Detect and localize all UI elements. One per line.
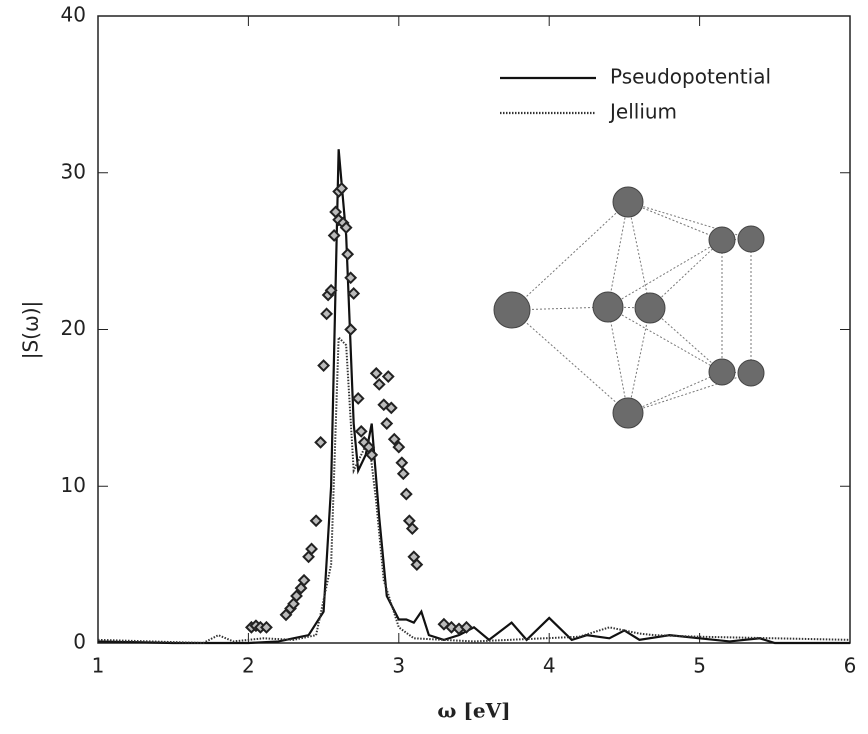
data-point — [314, 435, 328, 449]
data-point — [324, 283, 338, 297]
data-point — [460, 620, 473, 634]
y-tick-label: 30 — [61, 159, 86, 183]
series-line — [97, 149, 850, 645]
data-point — [354, 424, 368, 438]
data-point — [396, 467, 410, 481]
x-axis-label: ω [eV] — [437, 699, 510, 723]
x-tick-label: 6 — [844, 654, 857, 678]
y-axis-label: |S(ω)| — [19, 301, 43, 360]
data-point — [297, 573, 311, 587]
x-tick-label: 2 — [242, 654, 255, 678]
data-point — [380, 417, 394, 430]
data-point — [395, 456, 409, 470]
plot-frame — [97, 15, 851, 644]
cluster-atoms — [493, 186, 765, 429]
data-point — [381, 370, 395, 383]
y-tick-label: 10 — [61, 473, 86, 497]
series-line — [97, 334, 851, 645]
data-point — [399, 487, 413, 501]
data-point — [384, 401, 398, 415]
data-point — [344, 323, 358, 336]
data-point — [302, 550, 315, 564]
data-point — [372, 377, 386, 391]
data-point — [327, 229, 341, 242]
y-tick-label: 40 — [61, 3, 86, 27]
data-point — [405, 522, 419, 535]
data-point — [341, 247, 355, 261]
data-point — [387, 432, 401, 446]
data-point — [317, 359, 331, 372]
data-point — [290, 589, 303, 603]
legend-label: Pseudopotential — [610, 65, 771, 89]
data-point — [410, 558, 424, 572]
data-point — [351, 392, 365, 405]
x-tick-label: 4 — [543, 654, 556, 678]
legend-label: Jellium — [608, 100, 677, 124]
data-point — [344, 271, 358, 285]
y-tick-label: 20 — [61, 316, 86, 340]
data-point — [365, 448, 379, 462]
data-point — [335, 182, 349, 195]
data-point — [339, 221, 353, 235]
data-point — [309, 514, 323, 528]
data-point — [260, 620, 273, 634]
data-point — [369, 366, 383, 380]
x-tick-label: 3 — [392, 654, 405, 678]
cluster-inset — [511, 201, 752, 414]
data-point — [305, 542, 318, 556]
x-tick-label: 1 — [92, 654, 105, 678]
data-point — [320, 307, 334, 321]
data-point — [392, 440, 406, 454]
x-tick-label: 5 — [693, 654, 706, 678]
data-point — [347, 287, 361, 300]
y-tick-label: 0 — [73, 630, 86, 654]
